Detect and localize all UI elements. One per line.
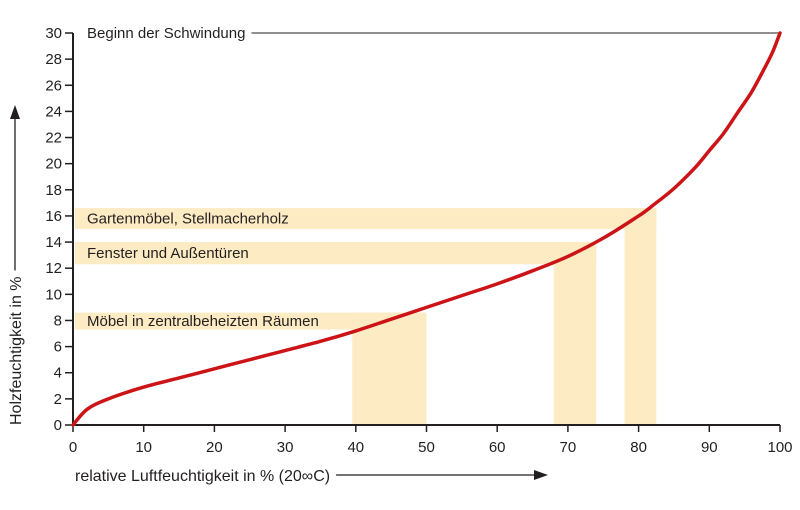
axes-layer	[10, 32, 781, 480]
x-tick-label: 90	[701, 439, 718, 456]
band-vertical	[352, 312, 427, 425]
y-tick-label: 6	[54, 339, 62, 356]
x-tick-label: 70	[560, 439, 577, 456]
band-label: Fenster und Außentüren	[87, 245, 249, 262]
y-tick-label: 4	[54, 365, 62, 382]
labels-layer: Gartenmöbel, Stellmacherholz Fenster und …	[8, 25, 793, 485]
y-tick-label: 18	[45, 182, 62, 199]
series-line	[71, 31, 782, 427]
x-tick-label: 60	[489, 439, 506, 456]
x-axis-title: relative Luftfeuchtigkeit in % (20∞C)	[75, 468, 330, 485]
y-tick-label: 0	[54, 417, 62, 434]
y-tick-label: 22	[45, 130, 62, 147]
band-vertical	[553, 242, 597, 425]
y-tick-label: 30	[45, 25, 62, 42]
band-vertical	[624, 208, 657, 425]
bands-layer	[75, 208, 657, 425]
y-tick-label: 28	[45, 51, 62, 68]
y-tick-label: 24	[45, 103, 62, 120]
x-tick-label: 10	[135, 439, 152, 456]
annotation-label: Beginn der Schwindung	[87, 25, 245, 42]
y-tick-label: 20	[45, 156, 62, 173]
y-axis-arrowhead	[10, 105, 20, 119]
y-axis-title: Holzfeuchtigkeit in %	[8, 276, 25, 425]
y-tick-label: 2	[54, 391, 62, 408]
x-tick-label: 30	[277, 439, 294, 456]
band-label: Gartenmöbel, Stellmacherholz	[87, 211, 289, 228]
y-tick-label: 14	[45, 234, 62, 251]
y-tick-label: 16	[45, 208, 62, 225]
x-axis-arrowhead	[534, 470, 548, 480]
x-tick-label: 40	[347, 439, 364, 456]
y-tick-label: 8	[54, 312, 62, 329]
y-tick-label: 12	[45, 260, 62, 277]
x-tick-label: 50	[418, 439, 435, 456]
band-horizontal	[75, 242, 597, 265]
x-tick-label: 80	[630, 439, 647, 456]
y-tick-label: 26	[45, 77, 62, 94]
series-layer	[71, 31, 782, 427]
x-tick-label: 0	[69, 439, 77, 456]
x-tick-label: 20	[206, 439, 223, 456]
x-tick-label: 100	[767, 439, 792, 456]
band-horizontal	[75, 208, 657, 229]
y-tick-label: 10	[45, 286, 62, 303]
band-horizontal	[75, 312, 427, 330]
band-label: Möbel in zentralbeheizten Räumen	[87, 313, 319, 330]
